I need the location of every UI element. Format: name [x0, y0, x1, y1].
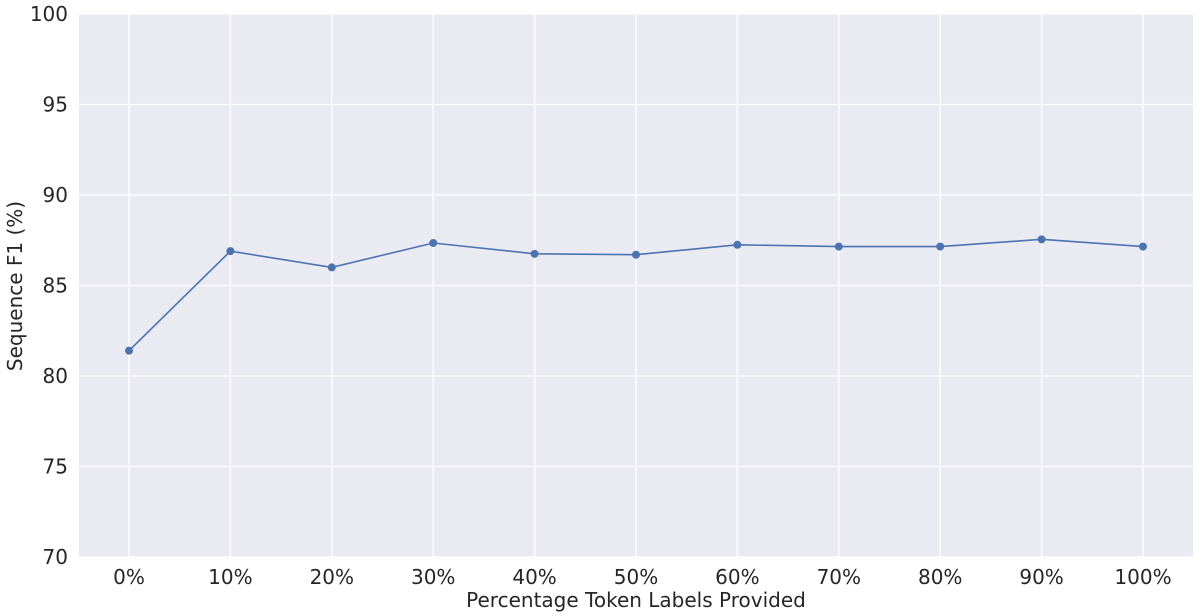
data-point: [226, 247, 235, 256]
data-point: [327, 263, 336, 272]
x-tick-label: 70%: [817, 565, 861, 589]
x-tick-label: 80%: [918, 565, 962, 589]
y-axis-label: Sequence F1 (%): [3, 201, 27, 371]
grid: [79, 13, 1193, 558]
data-point: [530, 249, 539, 258]
y-tick-label: 85: [43, 274, 68, 298]
x-axis-label: Percentage Token Labels Provided: [466, 588, 806, 612]
x-tick-label: 90%: [1019, 565, 1063, 589]
series-group: [125, 235, 1147, 355]
y-tick-labels: 70 75 80 85 90 95 100: [30, 2, 68, 569]
y-tick-label: 80: [43, 364, 68, 388]
data-point: [429, 238, 438, 247]
x-tick-labels: 0% 10% 20% 30% 40% 50% 60% 70% 80% 90% 100%: [113, 565, 1171, 589]
data-point: [632, 250, 640, 259]
data-point: [733, 240, 742, 249]
x-tick-label: 40%: [512, 565, 556, 589]
x-tick-label: 60%: [715, 565, 759, 589]
x-tick-label: 100%: [1114, 565, 1171, 589]
data-point: [834, 242, 843, 251]
x-tick-label: 20%: [310, 565, 354, 589]
x-tick-label: 10%: [208, 565, 252, 589]
data-point: [1139, 242, 1147, 251]
y-tick-label: 95: [43, 93, 68, 117]
x-tick-label: 30%: [411, 565, 455, 589]
data-point: [125, 346, 133, 355]
x-tick-label: 0%: [113, 565, 145, 589]
x-tick-label: 50%: [614, 565, 658, 589]
y-tick-label: 75: [43, 455, 68, 479]
y-tick-label: 70: [43, 545, 68, 569]
data-point: [936, 242, 945, 251]
y-tick-label: 100: [30, 2, 68, 26]
y-tick-label: 90: [43, 183, 68, 207]
data-point: [1037, 235, 1046, 244]
